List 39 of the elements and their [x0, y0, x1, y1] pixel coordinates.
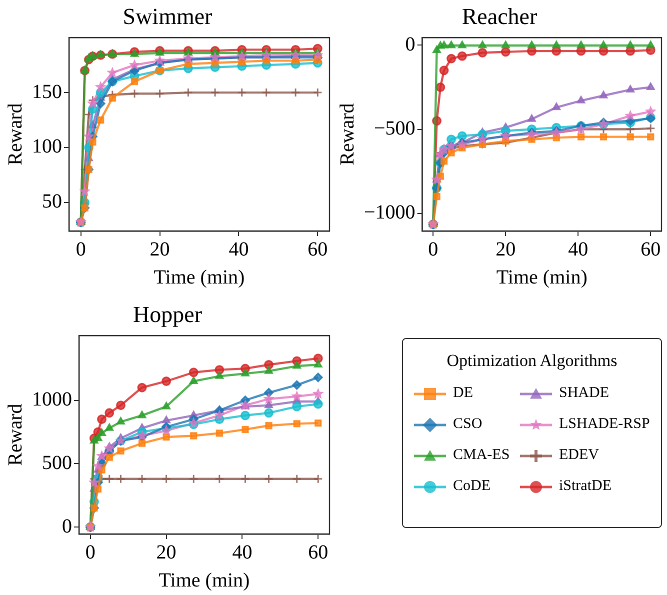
x-tick-label: 60 — [308, 541, 328, 564]
legend-label: CMA-ES — [453, 447, 510, 464]
x-tick-label: 20 — [156, 541, 176, 564]
chart-title: Hopper — [133, 302, 202, 327]
legend-label: EDEV — [559, 447, 599, 464]
y-axis-title: Reward — [4, 404, 26, 466]
y-axis-title: Reward — [336, 103, 358, 166]
legend-label: CoDE — [453, 478, 490, 495]
legend-label: CSO — [453, 416, 482, 433]
y-tick-label: 100 — [32, 136, 62, 158]
y-tick-label: 1000 — [32, 388, 72, 411]
y-tick-label: 0 — [62, 515, 72, 538]
y-tick-label: 500 — [42, 452, 72, 474]
legend-label: SHADE — [559, 385, 610, 402]
x-tick-label: 20 — [150, 238, 170, 260]
x-axis-title: Time (min) — [154, 266, 245, 288]
y-axis-title: Reward — [4, 103, 26, 166]
legend-title: Optimization Algorithms — [446, 351, 618, 371]
chart-title: Reacher — [462, 4, 538, 29]
legend-label: DE — [453, 385, 473, 402]
legend-label: LSHADE-RSP — [559, 416, 650, 433]
x-tick-label: 0 — [428, 238, 438, 260]
x-tick-label: 20 — [496, 238, 516, 260]
legend-label: iStratDE — [559, 478, 612, 495]
y-tick-label: −1000 — [364, 202, 416, 224]
y-tick-label: −500 — [374, 118, 416, 140]
x-axis-title: Time (min) — [158, 569, 250, 592]
x-tick-label: 40 — [228, 238, 249, 260]
x-tick-label: 60 — [640, 238, 661, 260]
chart-title: Swimmer — [122, 4, 213, 29]
x-tick-label: 60 — [308, 238, 328, 260]
x-tick-label: 0 — [76, 238, 86, 260]
y-tick-label: 0 — [405, 33, 416, 56]
x-tick-label: 0 — [85, 541, 96, 564]
x-axis-title: Time (min) — [496, 266, 588, 288]
x-tick-label: 40 — [232, 541, 252, 564]
y-tick-label: 150 — [32, 80, 62, 103]
x-tick-label: 40 — [568, 238, 588, 260]
y-tick-label: 50 — [42, 190, 62, 213]
